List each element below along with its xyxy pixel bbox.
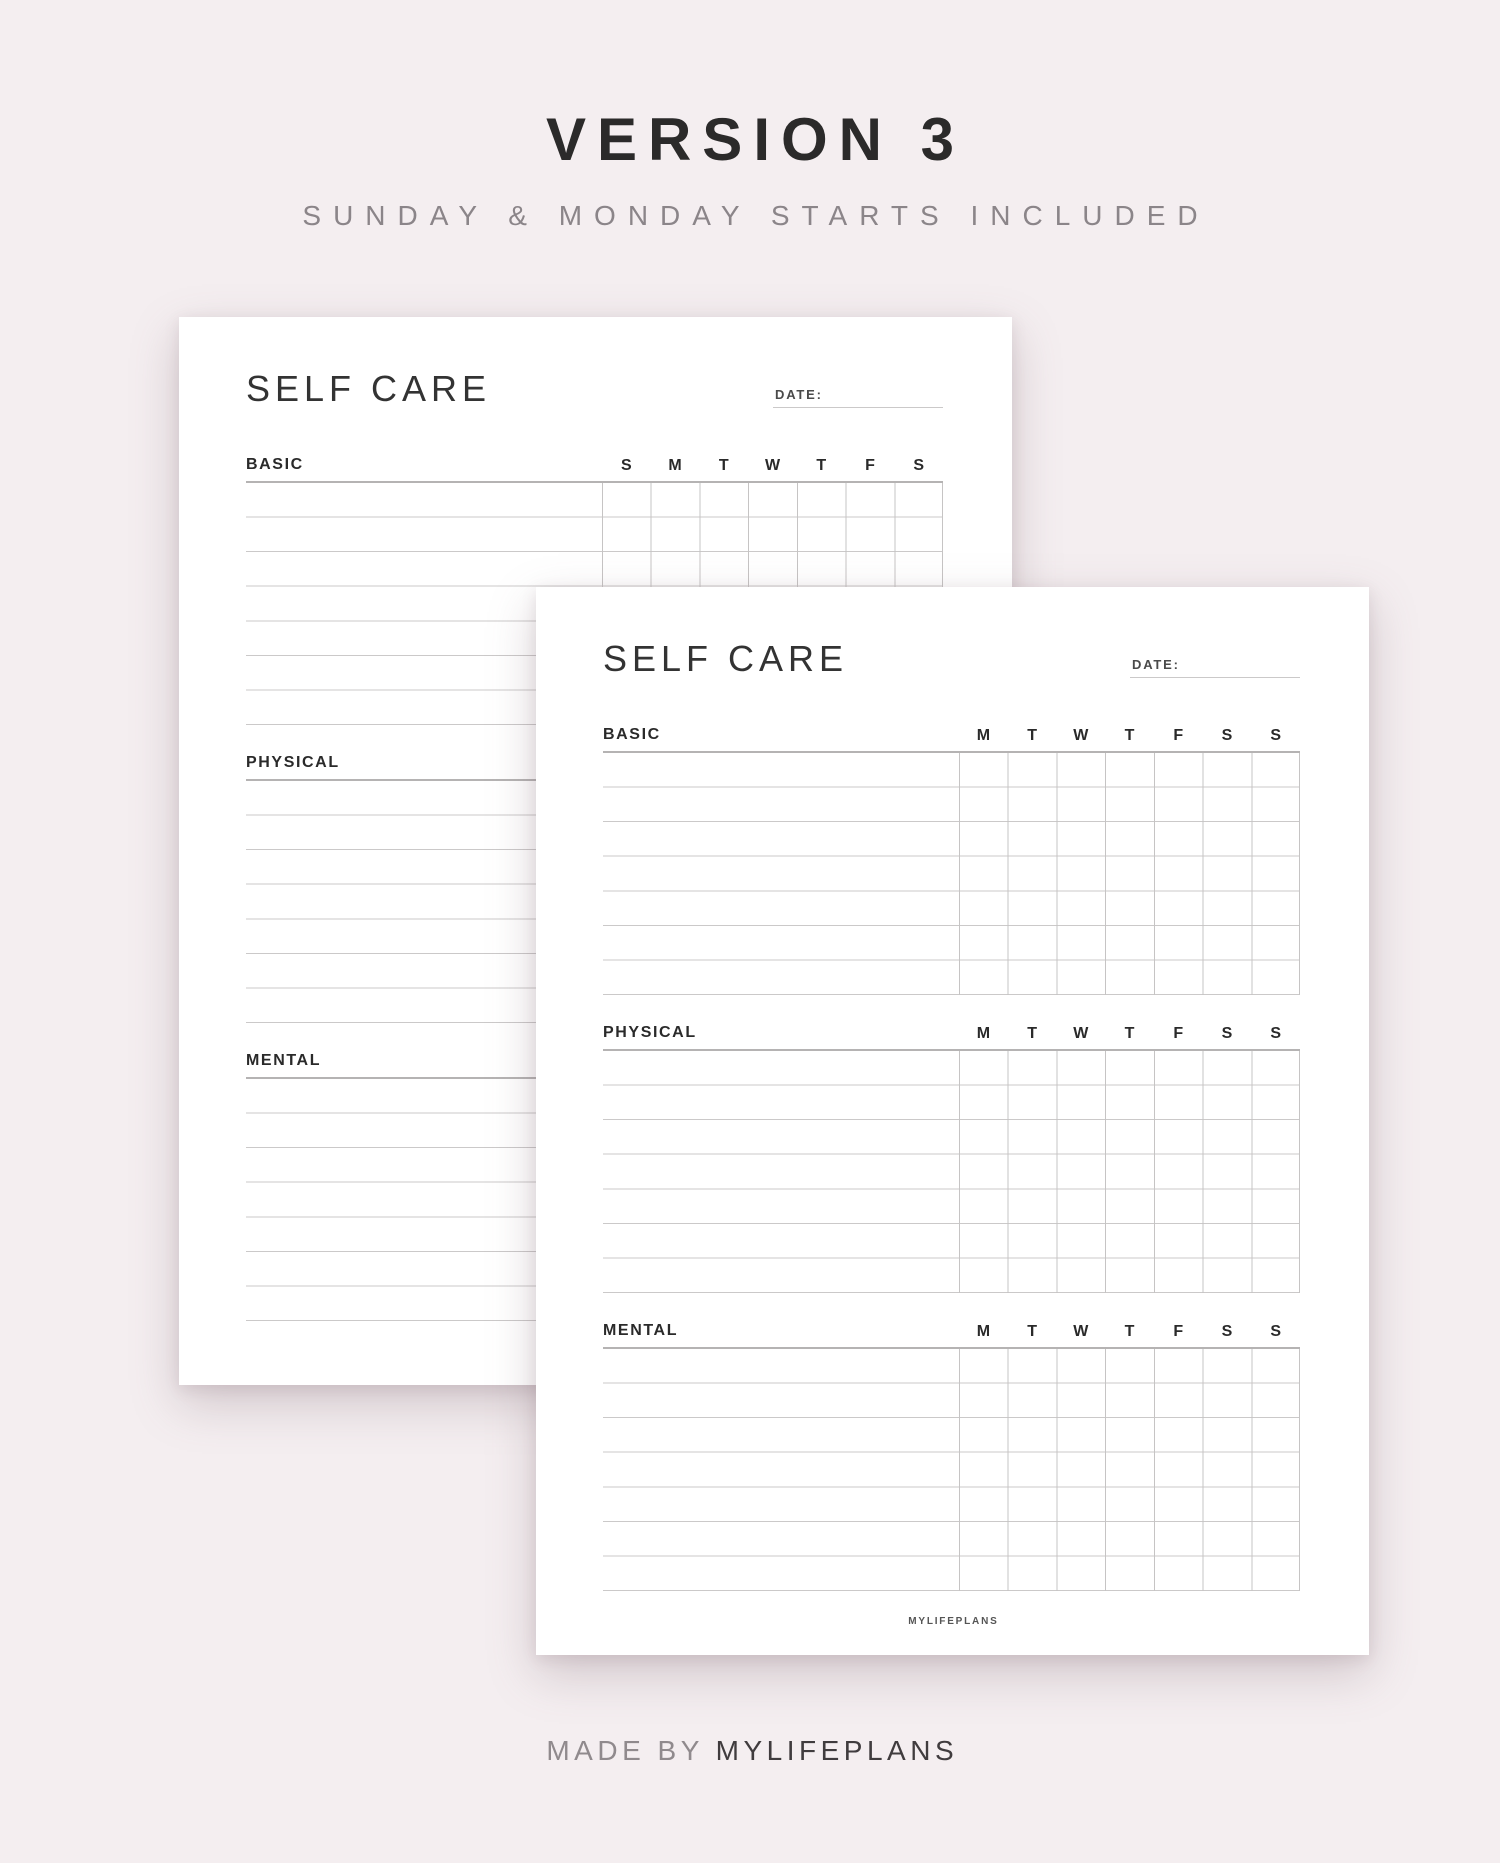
section-physical: PHYSICAL M T W T F S S xyxy=(603,1015,1300,1293)
section-mental: MENTAL M T W T F S S xyxy=(603,1313,1300,1591)
page-title: SELF CARE xyxy=(246,368,492,409)
date-field: DATE: xyxy=(1130,643,1300,678)
day-letter: T xyxy=(718,457,729,474)
section-header: BASIC S M T W T F S xyxy=(246,447,943,481)
section-basic: BASIC M T W T F S S xyxy=(603,717,1300,995)
tracker-grid xyxy=(959,753,1300,995)
section-label: BASIC xyxy=(603,726,661,743)
day-letter: W xyxy=(764,457,781,474)
day-letter: S xyxy=(1221,1323,1233,1340)
day-letter: W xyxy=(1073,727,1089,744)
day-letter: M xyxy=(976,1323,991,1340)
tracker-rows xyxy=(603,1347,1300,1591)
day-letter: T xyxy=(1124,1025,1135,1042)
section-label: MENTAL xyxy=(603,1322,679,1339)
day-letter: F xyxy=(1173,1323,1184,1340)
date-label: DATE: xyxy=(1132,657,1180,672)
tracker-rows xyxy=(603,751,1300,995)
footer-brand: MYLIFEPLANS xyxy=(715,1735,959,1766)
day-letter: W xyxy=(1073,1323,1089,1340)
day-letter: S xyxy=(1270,1025,1281,1042)
day-letter: S xyxy=(621,457,632,474)
day-letter: T xyxy=(1027,1323,1037,1340)
section-label: MENTAL xyxy=(246,1052,322,1069)
section-label: PHYSICAL xyxy=(603,1024,697,1041)
day-letter: W xyxy=(1073,1025,1089,1042)
day-letter: F xyxy=(865,457,875,474)
page-brand: MYLIFEPLANS xyxy=(908,1616,999,1627)
date-label: DATE: xyxy=(775,387,823,402)
section-label: BASIC xyxy=(246,456,304,473)
day-letter: M xyxy=(976,727,991,744)
planner-page-monday-start: SELF CARE DATE: BASIC M T W T F S S PHYSICAL M… xyxy=(536,587,1369,1655)
day-letter: F xyxy=(1173,1025,1184,1042)
day-letter: S xyxy=(1270,727,1281,744)
day-letter: S xyxy=(1221,727,1233,744)
day-letter: S xyxy=(913,457,924,474)
day-letter: M xyxy=(976,1025,991,1042)
date-field: DATE: xyxy=(773,373,943,408)
day-letter: T xyxy=(816,457,827,474)
day-letter: S xyxy=(1221,1025,1233,1042)
day-letter: T xyxy=(1124,727,1135,744)
day-letter: F xyxy=(1173,727,1184,744)
made-by-footer: MADE BY MYLIFEPLANS xyxy=(0,1737,1500,1765)
section-label: PHYSICAL xyxy=(246,754,340,771)
tracker-grid xyxy=(959,1051,1300,1293)
day-letter: T xyxy=(1124,1323,1135,1340)
version-title: VERSION 3 xyxy=(545,106,966,173)
section-header: MENTAL M T W T F S S xyxy=(603,1313,1300,1347)
day-letter: M xyxy=(668,457,682,474)
day-letter: T xyxy=(1027,727,1037,744)
section-header: BASIC M T W T F S S xyxy=(603,717,1300,751)
section-header: PHYSICAL M T W T F S S xyxy=(603,1015,1300,1049)
page-title: SELF CARE xyxy=(603,638,849,679)
tracker-rows xyxy=(603,1049,1300,1293)
day-letter: S xyxy=(1270,1323,1281,1340)
footer-made-by: MADE BY xyxy=(546,1735,716,1766)
day-letter: T xyxy=(1027,1025,1037,1042)
tracker-grid xyxy=(959,1349,1300,1591)
version-subtitle: SUNDAY & MONDAY STARTS INCLUDED xyxy=(302,200,1210,231)
